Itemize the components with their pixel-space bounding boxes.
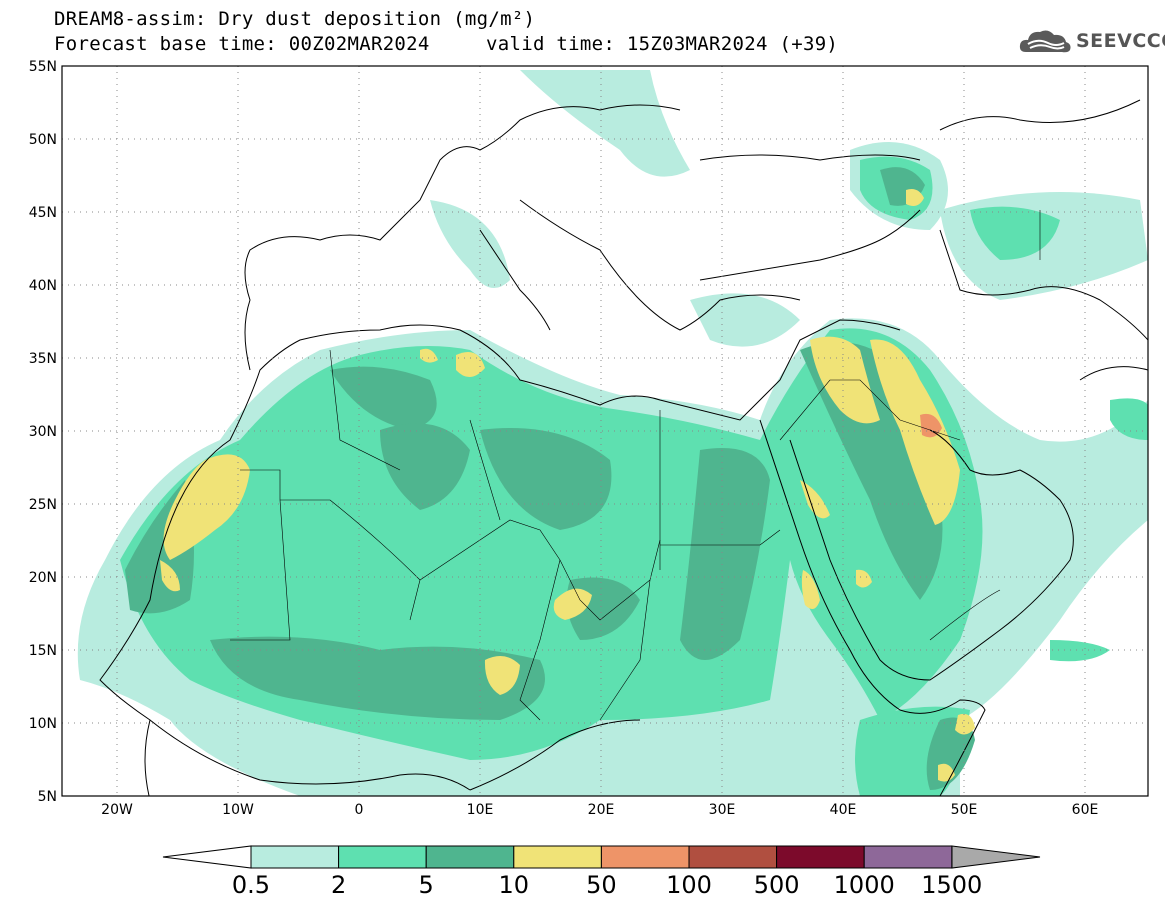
colorbar-box [338,845,427,869]
country-borders [230,210,1041,721]
colorbar-level-label: 2 [331,871,346,899]
lon-label: 40E [830,802,857,818]
seevccc-logo: SEEVCCC [1018,24,1165,58]
colorbar-under-triangle [162,845,252,869]
colorbar-over-triangle [951,845,1041,869]
lon-label: 20E [588,802,615,818]
lat-label: 40N [29,278,57,294]
colorbar-level-label: 50 [586,871,617,899]
colorbar-box [688,845,778,869]
coastlines [99,99,1148,796]
lon-label: 10E [467,802,494,818]
forecast-base-time: Forecast base time: 00Z02MAR2024 [54,33,430,55]
lon-label: 50E [951,802,978,818]
logo-text: SEEVCCC [1076,30,1165,52]
cloud-logo-icon [1019,30,1071,53]
lat-label: 50N [29,132,57,148]
lon-label: 60E [1072,802,1099,818]
lat-label: 5N [38,789,57,805]
colorbar-box [600,845,690,869]
colorbar-level-label: 0.5 [232,871,270,899]
colorbar-box [776,845,865,869]
colorbar-level-label: 10 [499,871,530,899]
map-title: DREAM8-assim: Dry dust deposition (mg/m²… [54,8,536,30]
lon-label: 0 [355,802,364,818]
colorbar-level-label: 1500 [921,871,982,899]
colorbar-labels: 0.5 2 5 10 50 100 500 1000 1500 [232,871,982,899]
colorbar: 0.5 2 5 10 50 100 500 1000 1500 [162,845,1041,899]
lat-label: 10N [29,716,57,732]
lat-label: 45N [29,205,57,221]
lon-label: 30E [709,802,736,818]
gridlines [62,66,1148,796]
lon-label: 20W [101,802,133,818]
colorbar-box [250,845,340,869]
colorbar-box [863,845,953,869]
lat-label: 35N [29,351,57,367]
lat-label: 55N [29,59,57,75]
plot-frame [61,65,1149,797]
lat-label: 20N [29,570,57,586]
colorbar-level-label: 500 [754,871,800,899]
latitude-axis: 55N 50N 45N 40N 35N 30N 25N 20N 15N 10N … [29,59,57,805]
level-50-fill [920,413,942,438]
lon-label: 10W [222,802,254,818]
lat-label: 30N [29,424,57,440]
colorbar-level-label: 100 [666,871,712,899]
colorbar-box [513,845,602,869]
lat-label: 15N [29,643,57,659]
colorbar-boxes [250,845,953,869]
colorbar-box [425,845,515,869]
longitude-axis: 20W 10W 0 10E 20E 30E 40E 50E 60E [101,802,1098,818]
lat-label: 25N [29,497,57,513]
colorbar-level-label: 1000 [834,871,895,899]
dust-fields [77,70,1148,796]
colorbar-level-label: 5 [419,871,434,899]
valid-time: valid time: 15Z03MAR2024 (+39) [486,33,839,55]
